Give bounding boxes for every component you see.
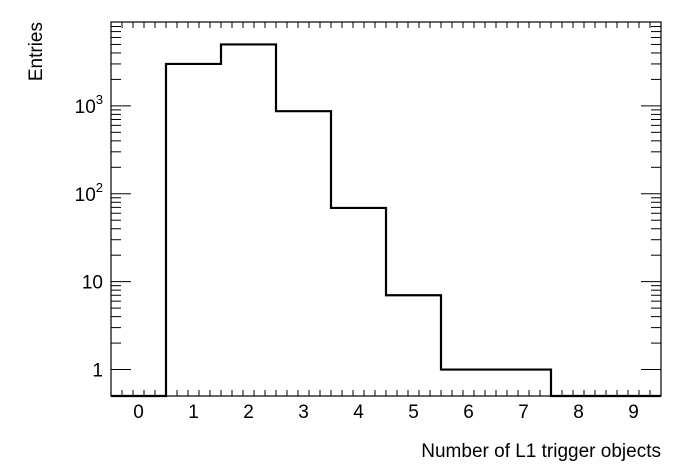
- x-tick-label: 9: [628, 402, 639, 423]
- x-tick-label: 5: [408, 402, 419, 423]
- y-tick-label: 10: [82, 273, 103, 294]
- y-tick-label: 103: [75, 92, 103, 118]
- x-tick-label: 1: [188, 402, 199, 423]
- histogram-line: [111, 43, 661, 398]
- y-tick-labels: 1 10 102 103: [75, 92, 103, 382]
- x-tick-label: 7: [518, 402, 529, 423]
- y-tick-label: 1: [92, 361, 103, 382]
- x-tick-label: 6: [463, 402, 474, 423]
- x-tick-label: 3: [298, 402, 309, 423]
- x-tick-label: 2: [243, 402, 254, 423]
- x-axis-label: Number of L1 trigger objects: [421, 441, 661, 462]
- x-tick-label: 4: [353, 402, 364, 423]
- y-tick-label: 102: [75, 180, 103, 206]
- x-tick-label: 8: [573, 402, 584, 423]
- y-axis-label: Entries: [26, 22, 47, 81]
- x-tick-label: 0: [133, 402, 144, 423]
- x-tick-labels: 0 1 2 3 4 5 6 7 8 9: [133, 402, 639, 423]
- axis-ticks: [110, 21, 662, 396]
